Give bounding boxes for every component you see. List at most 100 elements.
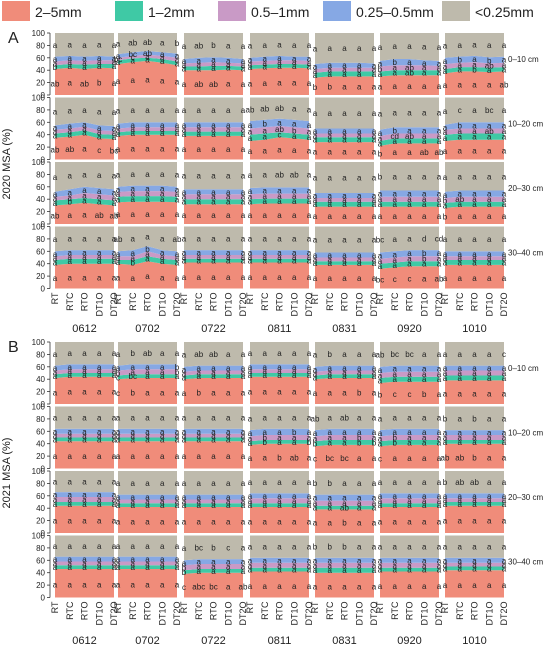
- significance-letter: a: [437, 190, 442, 199]
- area-1–2mm: [184, 131, 243, 136]
- area-2–5mm: [445, 206, 504, 224]
- significance-letter: a: [211, 563, 216, 572]
- significance-letter: a: [437, 501, 442, 510]
- significance-letter: a: [407, 212, 412, 221]
- significance-letter: a: [313, 127, 318, 136]
- significance-letter: a: [226, 388, 231, 397]
- significance-letter: a: [313, 174, 318, 183]
- significance-letter: a: [211, 432, 216, 441]
- significance-letter: a: [443, 191, 448, 200]
- significance-letter: a: [175, 59, 180, 68]
- significance-letter: a: [82, 120, 87, 129]
- y-tick-label: 60: [36, 363, 45, 372]
- significance-letter: a: [226, 501, 231, 510]
- area-0.5–1mm: [118, 561, 177, 566]
- significance-letter: a: [131, 542, 136, 551]
- area-<0.25mm: [445, 33, 504, 58]
- significance-letter: ab: [470, 478, 479, 487]
- significance-letter: a: [292, 105, 297, 114]
- significance-letter: a: [313, 148, 318, 157]
- significance-letter: a: [487, 190, 492, 199]
- significance-letter: a: [502, 364, 507, 373]
- significance-letter: a: [292, 249, 297, 258]
- significance-letter: a: [342, 494, 347, 503]
- significance-letter: a: [116, 254, 121, 263]
- significance-letter: a: [378, 376, 383, 385]
- significance-letter: a: [342, 236, 347, 245]
- significance-letter: a: [393, 195, 398, 204]
- significance-letter: c: [278, 131, 282, 140]
- significance-letter: a: [487, 496, 492, 505]
- area-0.25–0.5mm: [380, 190, 439, 197]
- significance-letter: a: [372, 62, 377, 71]
- significance-letter: a: [307, 55, 312, 64]
- significance-letter: a: [97, 124, 102, 133]
- significance-letter: ab: [340, 414, 349, 423]
- significance-letter: a: [68, 126, 73, 135]
- significance-letter: a: [292, 257, 297, 266]
- treatment-label: RT: [179, 601, 189, 613]
- significance-letter: a: [182, 501, 187, 510]
- significance-letter: a: [68, 563, 73, 572]
- y-tick-label: 100: [32, 29, 46, 38]
- panel-letter: A: [8, 30, 19, 47]
- significance-letter: a: [487, 133, 492, 142]
- significance-letter: a: [487, 517, 492, 526]
- significance-letter: a: [393, 566, 398, 575]
- significance-letter: a: [241, 249, 246, 258]
- treatment-label: DT1O: [157, 602, 167, 626]
- significance-letter: a: [407, 492, 412, 501]
- area-<0.25mm: [380, 535, 439, 558]
- significance-letter: c: [393, 275, 397, 284]
- significance-letter: a: [116, 126, 121, 135]
- significance-letter: a: [248, 582, 253, 591]
- significance-letter: ab: [500, 80, 509, 89]
- significance-letter: a: [357, 131, 362, 140]
- significance-letter: ab: [405, 64, 414, 73]
- significance-letter: a: [307, 121, 312, 130]
- significance-letter: a: [407, 260, 412, 269]
- significance-letter: a: [241, 193, 246, 202]
- significance-letter: a: [472, 106, 477, 115]
- significance-letter: a: [372, 582, 377, 591]
- significance-letter: a: [182, 121, 187, 130]
- significance-letter: a: [145, 497, 150, 506]
- significance-letter: a: [211, 56, 216, 65]
- significance-letter: a: [393, 190, 398, 199]
- significance-letter: a: [313, 389, 318, 398]
- significance-letter: a: [197, 567, 202, 576]
- significance-letter: a: [437, 132, 442, 141]
- significance-letter: a: [197, 501, 202, 510]
- area-0.25–0.5mm: [250, 557, 309, 563]
- significance-letter: a: [145, 517, 150, 526]
- significance-letter: a: [443, 434, 448, 443]
- significance-letter: b: [378, 65, 383, 74]
- area-0.25–0.5mm: [184, 559, 243, 566]
- significance-letter: a: [292, 253, 297, 262]
- significance-letter: ab: [95, 211, 104, 220]
- area-2–5mm: [118, 261, 177, 289]
- significance-letter: a: [160, 555, 165, 564]
- significance-letter: a: [472, 350, 477, 359]
- significance-letter: a: [307, 453, 312, 462]
- significance-letter: ab: [290, 171, 299, 180]
- significance-letter: a: [112, 257, 117, 266]
- significance-letter: a: [458, 517, 463, 526]
- significance-letter: a: [372, 561, 377, 570]
- significance-letter: a: [97, 517, 102, 526]
- significance-letter: a: [263, 59, 268, 68]
- significance-letter: ab: [435, 148, 444, 157]
- area-2–5mm: [250, 571, 309, 598]
- significance-letter: a: [502, 172, 507, 181]
- significance-letter: b: [263, 120, 268, 129]
- significance-letter: a: [372, 479, 377, 488]
- significance-letter: a: [313, 373, 318, 382]
- significance-letter: a: [175, 388, 180, 397]
- significance-letter: a: [160, 363, 165, 372]
- y-tick-label: 60: [36, 427, 45, 436]
- significance-letter: a: [241, 479, 246, 488]
- significance-letter: a: [145, 388, 150, 397]
- significance-letter: a: [328, 196, 333, 205]
